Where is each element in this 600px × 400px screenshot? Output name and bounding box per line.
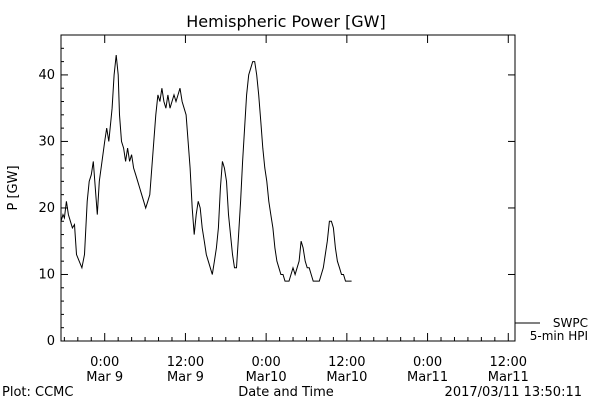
plot-area-frame (60, 34, 516, 342)
x-tick-label: 12:00 (328, 355, 365, 370)
legend-entry: SWPC (553, 316, 588, 330)
footer-date-time-label: Date and Time (238, 385, 334, 400)
x-tick-sublabel: Mar11 (488, 370, 529, 385)
footer-plot-credit: Plot: CCMC (2, 385, 73, 400)
x-tick-sublabel: Mar 9 (86, 370, 123, 385)
x-tick-label: 0:00 (413, 355, 442, 370)
x-tick-label: 0:00 (252, 355, 281, 370)
x-tick-sublabel: Mar10 (326, 370, 367, 385)
y-tick-label: 0 (47, 334, 55, 349)
x-tick-label: 0:00 (90, 355, 119, 370)
legend-entry: 5-min HPI (530, 329, 588, 343)
x-tick-sublabel: Mar10 (246, 370, 287, 385)
series-line-swpc (60, 54, 352, 282)
series-layer (60, 54, 352, 282)
x-tick-sublabel: Mar 9 (167, 370, 204, 385)
x-tick-label: 12:00 (167, 355, 204, 370)
footer-timestamp: 2017/03/11 13:50:11 (445, 385, 582, 400)
y-tick-label: 30 (38, 134, 55, 149)
y-axis-label: P [GW] (6, 165, 21, 210)
y-tick-label: 20 (38, 201, 55, 216)
y-tick-label: 40 (38, 68, 55, 83)
chart-title: Hemispheric Power [GW] (186, 12, 385, 31)
y-axis: 0 10 20 30 40 (38, 34, 515, 349)
y-tick-label: 10 (38, 267, 55, 282)
x-tick-sublabel: Mar11 (407, 370, 448, 385)
x-tick-label: 12:00 (490, 355, 527, 370)
